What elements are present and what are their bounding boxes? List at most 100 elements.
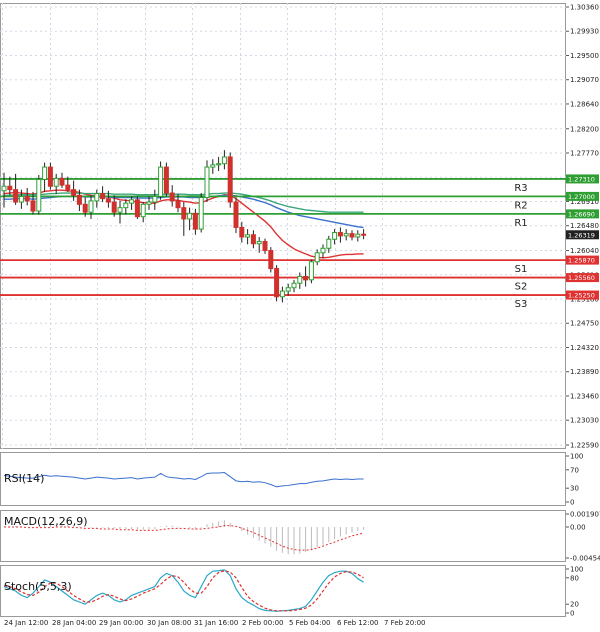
- level-tag-label: 1.26690: [568, 210, 595, 218]
- last-price-tag: [566, 230, 599, 240]
- level-name-r1: R1: [514, 218, 527, 229]
- level-name-s2: S2: [515, 282, 528, 293]
- indicator-tick-label: 80: [570, 574, 579, 582]
- candle-up: [18, 195, 24, 203]
- price-tick-label: 1.24320: [570, 344, 599, 352]
- price-tick-label: 1.28640: [570, 100, 599, 108]
- candle-up: [1, 185, 7, 192]
- level-name-s1: S1: [515, 264, 528, 275]
- x-axis-label: 30 Jan 08:00: [147, 619, 191, 627]
- candle-up: [53, 177, 59, 187]
- rsi-title: RSI(14): [4, 472, 44, 485]
- candle-down: [82, 203, 88, 213]
- candle-down: [24, 195, 30, 202]
- indicator-tick-label: 0: [570, 499, 574, 507]
- candle-up: [198, 197, 204, 230]
- candle-up: [140, 203, 146, 218]
- candle-up: [204, 166, 210, 199]
- indicator-tick-label: -0.004546: [570, 555, 600, 563]
- candle-up: [152, 195, 158, 203]
- price-panel: R3 R2 R1 S1 S2 S3 1.30360 1.29930 1.29500 1.2907…: [0, 3, 599, 627]
- indicator-tick-label: 30: [570, 485, 579, 493]
- candle-down: [175, 200, 181, 209]
- candle-up: [279, 290, 285, 298]
- candle-up: [187, 212, 193, 220]
- candle-down: [71, 189, 77, 196]
- x-axis-label: 5 Feb 04:00: [289, 619, 330, 627]
- candle-down: [111, 201, 117, 213]
- candle-down: [274, 268, 280, 298]
- candle-up: [94, 193, 100, 202]
- candle-up: [36, 178, 42, 212]
- stoch-k-line: [3, 569, 364, 612]
- macd-signal-line: [4, 525, 364, 551]
- candle-down: [65, 184, 71, 191]
- candle-down: [337, 231, 343, 237]
- candle-down: [262, 241, 268, 252]
- price-tick-label: 1.28200: [570, 125, 599, 133]
- x-axis-label: 24 Jan 12:00: [4, 619, 48, 627]
- indicator-tick-label: 100: [570, 453, 583, 461]
- price-tick-label: 1.29930: [570, 28, 599, 36]
- candle-down: [268, 250, 274, 270]
- candle-up: [332, 231, 338, 240]
- candle-down: [361, 233, 367, 236]
- candle-down: [169, 192, 175, 202]
- candle-up: [245, 234, 251, 238]
- candle-down: [239, 226, 245, 238]
- indicator-tick-label: 0.00: [570, 524, 586, 532]
- candle-down: [30, 200, 36, 212]
- candle-down: [349, 233, 355, 238]
- price-tick-label: 1.27770: [570, 150, 599, 158]
- price-tick-label: 1.29070: [570, 76, 599, 84]
- candle-up: [158, 166, 164, 197]
- level-tag-s1: [566, 255, 599, 265]
- candle-up: [210, 164, 216, 168]
- x-axis-label: 2 Feb 00:00: [242, 619, 283, 627]
- price-tick-label: 1.29500: [570, 52, 599, 60]
- price-tick-label: 1.26480: [570, 222, 599, 230]
- candle-up: [326, 238, 332, 249]
- level-tag-r1: [566, 209, 599, 219]
- candle-down: [233, 201, 239, 228]
- candle-down: [105, 198, 111, 203]
- price-tick-label: 1.26040: [570, 247, 599, 255]
- level-tag-r2: [566, 191, 599, 201]
- indicator-tick-label: 0.001907: [570, 511, 600, 519]
- level-tag-label: 1.27310: [568, 175, 595, 183]
- rsi-panel-frame: [0, 452, 566, 506]
- price-tick-label: 1.26910: [570, 198, 599, 206]
- level-tag-label: 1.25870: [568, 257, 595, 265]
- level-name-r2: R2: [514, 200, 527, 211]
- candle-up: [256, 241, 262, 245]
- candle-up: [343, 233, 349, 237]
- indicator-tick-label: 100: [570, 566, 583, 574]
- candle-down: [7, 185, 13, 191]
- level-name-r3: R3: [514, 183, 527, 194]
- x-axis-label: 7 Feb 20:00: [384, 619, 425, 627]
- candle-down: [163, 166, 169, 194]
- indicator-tick-label: 70: [570, 466, 579, 474]
- candle-up: [216, 163, 222, 166]
- stoch-panel-frame: [0, 565, 566, 617]
- moving-average-line: [4, 192, 364, 213]
- candle-down: [181, 207, 187, 220]
- rsi-line: [3, 472, 364, 488]
- candle-up: [117, 207, 123, 213]
- candle-up: [129, 199, 135, 204]
- price-tick-label: 1.23890: [570, 368, 599, 376]
- stoch-title: Stoch(5,5,3): [4, 580, 72, 593]
- price-tick-label: 1.24750: [570, 320, 599, 328]
- candle-down: [100, 193, 106, 200]
- last-price-label: 1.26319: [568, 231, 595, 239]
- candle-down: [250, 234, 256, 245]
- price-tick-label: 1.23030: [570, 417, 599, 425]
- candle-down: [13, 189, 19, 203]
- macd-panel-frame: [0, 510, 566, 562]
- x-axis-label: 31 Jan 16:00: [194, 619, 238, 627]
- level-tag-r3: [566, 174, 599, 184]
- candle-up: [320, 247, 326, 254]
- candle-down: [134, 199, 140, 218]
